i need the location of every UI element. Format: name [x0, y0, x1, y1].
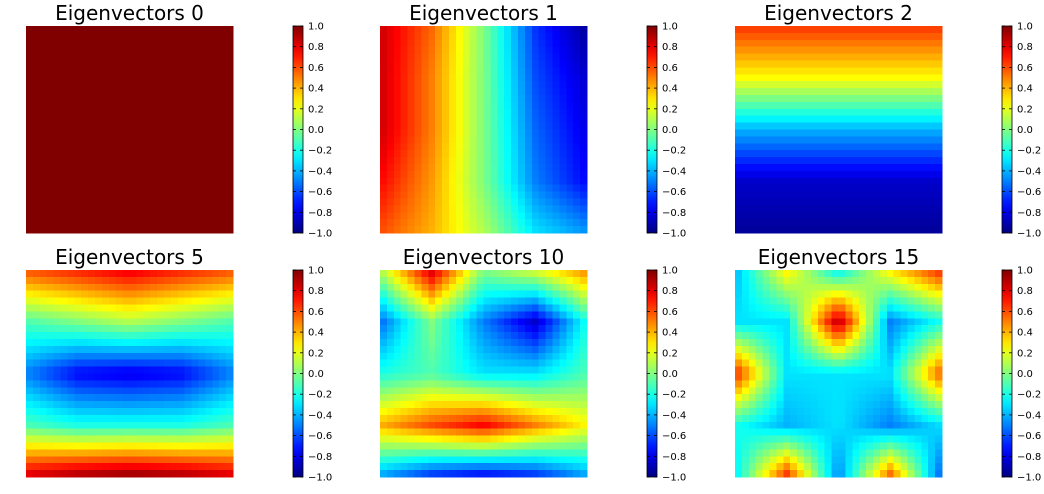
- colorbar-tick-label: 0.4: [662, 328, 678, 339]
- colorbar-tick-label: −0.2: [308, 146, 332, 157]
- colorbar-tick-label: −0.6: [662, 187, 686, 198]
- colorbar-tick-label: 0.6: [308, 307, 324, 318]
- colorbar-tick-label: 0.2: [1017, 348, 1033, 359]
- colorbar-tick-label: 1.0: [1017, 266, 1033, 277]
- colorbar: 1.0 0.8 0.6 0.4 0.2 0.0 −0.2 −0.4 −0.6 −0.8 −1.0: [646, 266, 686, 484]
- panel-title: Eigenvectors 15: [758, 245, 920, 269]
- panel-title: Eigenvectors 2: [764, 1, 913, 25]
- colorbar-tick-label: −0.2: [662, 146, 686, 157]
- colorbar-tick-label: −0.6: [308, 431, 332, 442]
- panel-1: Eigenvectors 1 1.0 0.8 0.6 0.4 0.2 0.0 −0.2 −0.4…: [380, 1, 686, 240]
- colorbar-tick-label: −1.0: [662, 473, 686, 484]
- colorbar: 1.0 0.8 0.6 0.4 0.2 0.0 −0.2 −0.4 −0.6 −0.8 −1.0: [646, 22, 686, 240]
- colorbar-tick-label: −1.0: [308, 473, 332, 484]
- colorbar-tick-label: −1.0: [1017, 473, 1041, 484]
- colorbar-tick-label: 1.0: [308, 266, 324, 277]
- colorbar-tick-label: −0.4: [308, 410, 332, 421]
- colorbar-tick-label: −0.8: [662, 452, 686, 463]
- colorbar-tick-label: 0.8: [1017, 42, 1033, 53]
- colorbar-tick-label: −0.8: [308, 208, 332, 219]
- heatmap-image: [735, 26, 943, 234]
- colorbar: 1.0 0.8 0.6 0.4 0.2 0.0 −0.2 −0.4 −0.6 −0.8 −1.0: [292, 22, 332, 240]
- colorbar-tick-label: −0.4: [1017, 410, 1041, 421]
- colorbar-tick-label: 1.0: [1017, 22, 1033, 33]
- colorbar: 1.0 0.8 0.6 0.4 0.2 0.0 −0.2 −0.4 −0.6 −0.8 −1.0: [292, 266, 332, 484]
- colorbar-tick-label: −0.4: [308, 166, 332, 177]
- colorbar-tick-label: 0.4: [1017, 84, 1033, 95]
- colorbar-tick-label: 0.0: [1017, 369, 1033, 380]
- colorbar-tick-label: 0.6: [662, 307, 678, 318]
- heatmap-image: [735, 270, 943, 478]
- colorbar: 1.0 0.8 0.6 0.4 0.2 0.0 −0.2 −0.4 −0.6 −0.8 −1.0: [1001, 266, 1041, 484]
- colorbar-tick-label: −0.2: [308, 390, 332, 401]
- panel-title: Eigenvectors 10: [403, 245, 565, 269]
- panel-4: Eigenvectors 10 1.0 0.8 0.6 0.4 0.2 0.0 −0.2 −0.…: [380, 245, 686, 484]
- colorbar: 1.0 0.8 0.6 0.4 0.2 0.0 −0.2 −0.4 −0.6 −0.8 −1.0: [1001, 22, 1041, 240]
- panel-0: Eigenvectors 0 1.0 0.8 0.6 0.4 0.2 0.0 −0.2 −0.4…: [26, 1, 332, 240]
- colorbar-tick-label: 0.4: [308, 84, 324, 95]
- colorbar-tick-label: 0.4: [308, 328, 324, 339]
- panel-title: Eigenvectors 0: [55, 1, 204, 25]
- colorbar-tick-label: −0.4: [662, 410, 686, 421]
- heatmap-image: [26, 26, 234, 234]
- colorbar-tick-label: 0.2: [1017, 104, 1033, 115]
- colorbar-tick-label: −0.6: [1017, 187, 1041, 198]
- colorbar-tick-label: 0.0: [308, 125, 324, 136]
- colorbar-tick-label: −0.6: [662, 431, 686, 442]
- colorbar-tick-label: 1.0: [662, 266, 678, 277]
- colorbar-tick-label: −1.0: [662, 229, 686, 240]
- colorbar-tick-label: −0.8: [308, 452, 332, 463]
- colorbar-tick-label: 0.8: [308, 42, 324, 53]
- colorbar-tick-label: 1.0: [662, 22, 678, 33]
- colorbar-tick-label: −0.2: [662, 390, 686, 401]
- colorbar-tick-label: 1.0: [308, 22, 324, 33]
- colorbar-tick-label: 0.6: [1017, 63, 1033, 74]
- colorbar-tick-label: 0.0: [662, 369, 678, 380]
- colorbar-tick-label: 0.2: [662, 348, 678, 359]
- panel-2: Eigenvectors 2 1.0 0.8 0.6 0.4 0.2 0.0 −0.2 −0.4…: [735, 1, 1041, 240]
- panel-3: Eigenvectors 5 1.0 0.8 0.6 0.4 0.2 0.0 −0.2 −0.4…: [26, 245, 332, 484]
- colorbar-tick-label: 0.2: [662, 104, 678, 115]
- colorbar-tick-label: 0.6: [662, 63, 678, 74]
- colorbar-tick-label: 0.2: [308, 104, 324, 115]
- colorbar-tick-label: −0.6: [308, 187, 332, 198]
- heatmap-image: [26, 270, 234, 478]
- heatmap-image: [380, 270, 588, 478]
- colorbar-tick-label: −0.4: [1017, 166, 1041, 177]
- colorbar-tick-label: 0.8: [308, 286, 324, 297]
- colorbar-tick-label: 0.6: [308, 63, 324, 74]
- colorbar-tick-label: −0.8: [662, 208, 686, 219]
- panel-title: Eigenvectors 1: [409, 1, 558, 25]
- panel-5: Eigenvectors 15 1.0 0.8 0.6 0.4 0.2 0.0 −0.2 −0.…: [735, 245, 1041, 484]
- colorbar-tick-label: 0.0: [308, 369, 324, 380]
- colorbar-tick-label: −1.0: [308, 229, 332, 240]
- colorbar-tick-label: 0.6: [1017, 307, 1033, 318]
- colorbar-tick-label: 0.8: [662, 42, 678, 53]
- colorbar-tick-label: 0.0: [662, 125, 678, 136]
- colorbar-tick-label: 0.4: [1017, 328, 1033, 339]
- colorbar-tick-label: 0.2: [308, 348, 324, 359]
- colorbar-tick-label: −0.2: [1017, 390, 1041, 401]
- colorbar-tick-label: −0.8: [1017, 452, 1041, 463]
- colorbar-tick-label: −1.0: [1017, 229, 1041, 240]
- colorbar-tick-label: −0.4: [662, 166, 686, 177]
- colorbar-tick-label: −0.2: [1017, 146, 1041, 157]
- colorbar-tick-label: 0.4: [662, 84, 678, 95]
- heatmap-image: [380, 26, 588, 234]
- colorbar-tick-label: 0.0: [1017, 125, 1033, 136]
- colorbar-tick-label: 0.8: [662, 286, 678, 297]
- colorbar-tick-label: 0.8: [1017, 286, 1033, 297]
- colorbar-tick-label: −0.6: [1017, 431, 1041, 442]
- colorbar-tick-label: −0.8: [1017, 208, 1041, 219]
- panel-title: Eigenvectors 5: [55, 245, 204, 269]
